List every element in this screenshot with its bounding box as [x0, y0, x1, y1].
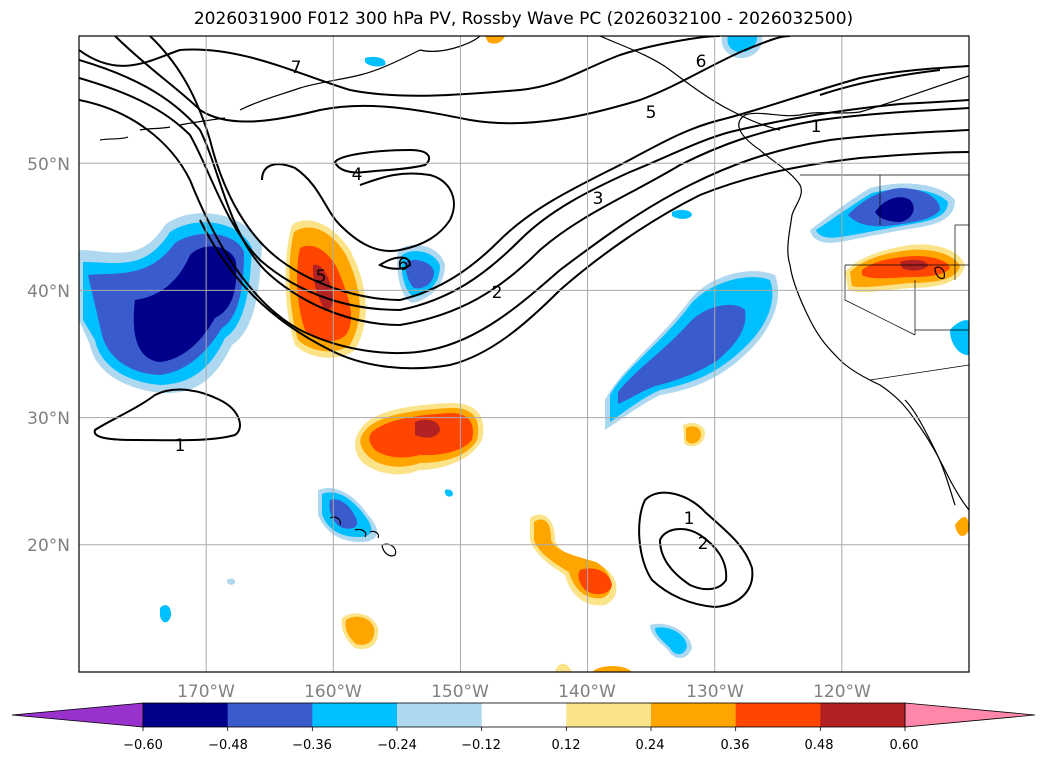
contour-1-upper — [261, 163, 455, 252]
colorbar-ticks — [142, 727, 906, 731]
contour-label: 1 — [811, 117, 822, 137]
contour-1-east — [638, 491, 754, 609]
pv-anomaly-shading — [79, 36, 969, 672]
contour-label: 1 — [175, 436, 186, 456]
contour-label: 2 — [492, 283, 503, 303]
contour-5-right — [819, 69, 941, 96]
colorbar-frame — [142, 702, 906, 728]
contour-1-southwest — [93, 388, 241, 442]
colorbar-swatch — [397, 703, 483, 727]
colorbar-extend-min — [11, 702, 144, 728]
lon-tick-label: 150°W — [431, 682, 489, 702]
lat-axis: 50°N 40°N 30°N 20°N — [27, 155, 70, 556]
colorbar-swatch — [143, 703, 229, 727]
contour-6-small — [378, 256, 412, 270]
contour-7 — [79, 36, 721, 97]
lat-tick-label: 40°N — [27, 282, 70, 302]
lat-tick-label: 30°N — [27, 409, 70, 429]
colorbar: −0.60 −0.48 −0.36 −0.24 −0.12 0.12 0.24 … — [11, 702, 1036, 753]
colorbar-tick-label: 0.48 — [805, 738, 834, 753]
political-borders — [800, 174, 969, 381]
contour-label: 5 — [646, 103, 657, 123]
contour-3 — [79, 99, 969, 355]
graticule-lat — [79, 162, 969, 546]
colorbar-tick-label: 0.36 — [721, 738, 750, 753]
colorbar-extend-max — [904, 702, 1036, 728]
contour-5 — [149, 36, 969, 302]
colorbar-tick-label: −0.60 — [123, 738, 163, 753]
contour-label: 2 — [698, 534, 709, 554]
map-frame — [78, 35, 970, 673]
lon-tick-label: 170°W — [177, 682, 235, 702]
colorbar-tick-label: 0.12 — [552, 738, 581, 753]
contour-label: 6 — [696, 52, 707, 72]
contour-label: 1 — [684, 509, 695, 529]
lon-tick-label: 140°W — [558, 682, 616, 702]
colorbar-swatch — [735, 703, 821, 727]
contour-label: 4 — [352, 165, 363, 185]
contour-label: 7 — [291, 58, 302, 78]
lon-tick-label: 160°W — [304, 682, 362, 702]
colorbar-tick-label: −0.36 — [292, 738, 332, 753]
lat-tick-label: 50°N — [27, 155, 70, 175]
colorbar-labels: −0.60 −0.48 −0.36 −0.24 −0.12 0.12 0.24 … — [123, 738, 918, 753]
contour-1-north — [333, 148, 431, 174]
lat-tick-label: 20°N — [27, 536, 70, 556]
colorbar-tick-label: −0.48 — [208, 738, 248, 753]
contour-label: 6 — [398, 255, 409, 275]
contour-label-group: 7 6 5 4 3 2 1 6 5 1 1 2 — [175, 52, 822, 554]
colorbar-tick-label: −0.12 — [461, 738, 501, 753]
contour-label: 3 — [593, 189, 604, 209]
contour-4 — [79, 59, 969, 327]
colorbar-swatch — [820, 703, 906, 727]
contour-2-east — [658, 528, 728, 591]
lon-tick-label: 130°W — [686, 682, 744, 702]
colorbar-swatch — [312, 703, 398, 727]
colorbar-tick-label: −0.24 — [377, 738, 417, 753]
lon-axis: 170°W 160°W 150°W 140°W 130°W 120°W — [177, 682, 871, 702]
lon-tick-label: 120°W — [813, 682, 871, 702]
colorbar-swatches — [11, 702, 1036, 728]
graticule — [79, 36, 969, 672]
colorbar-tick-label: 0.60 — [890, 738, 919, 753]
colorbar-swatch — [481, 703, 567, 727]
colorbar-swatch — [227, 703, 313, 727]
map-title: 2026031900 F012 300 hPa PV, Rossby Wave … — [193, 9, 854, 29]
graticule-lon — [205, 36, 843, 672]
colorbar-tick-label: 0.24 — [636, 738, 665, 753]
colorbar-swatch — [651, 703, 737, 727]
colorbar-swatch — [566, 703, 652, 727]
contour-label: 5 — [316, 267, 327, 287]
